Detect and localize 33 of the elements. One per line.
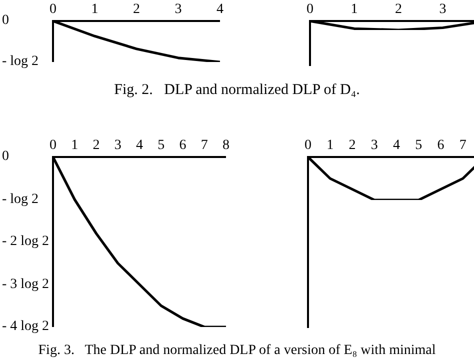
x-tick-label: 0 [304,138,312,153]
x-tick-label: 2 [133,2,140,17]
x-tick-label: 1 [326,138,334,153]
x-tick-label: 4 [393,138,400,153]
text: - log 2 [2,190,39,208]
x-tick-label: 2 [92,138,100,153]
x-tick-label: 2 [348,138,356,153]
x-tick-label: 3 [174,2,182,17]
x-tick-label: 8 [222,138,230,153]
x-tick-label: 3 [114,138,122,153]
x-tick-label: 7 [459,138,466,153]
x-tick-label: 4 [216,2,224,17]
text: - 4 log 2 [2,318,50,336]
x-tick-label: 1 [71,138,78,153]
x-tick-label: 6 [437,138,444,153]
x-tick-label: 7 [200,138,208,153]
x-tick-label: 5 [158,138,165,153]
x-tick-label: 6 [179,138,186,153]
x-tick-label: 0 [50,2,56,17]
caption: Fig. 2. DLP and normalized DLP of D₄. [113,82,361,99]
caption: Fig. 3. The DLP and normalized DLP of a version of E₈ with minimal [37,343,437,359]
x-tick-label: 1 [91,2,98,17]
x-tick-label: 2 [395,2,402,17]
x-tick-label: 1 [350,2,358,17]
text: - 2 log 2 [2,233,50,251]
x-tick-label: 0 [306,2,314,17]
x-tick-label: 0 [50,138,56,153]
text: - 3 log 2 [2,276,50,294]
x-tick-label: 3 [439,2,446,17]
text: - log 2 [2,53,39,71]
x-tick-label: 5 [415,138,422,153]
x-tick-label: 3 [370,138,378,153]
x-tick-label: 4 [136,138,143,153]
